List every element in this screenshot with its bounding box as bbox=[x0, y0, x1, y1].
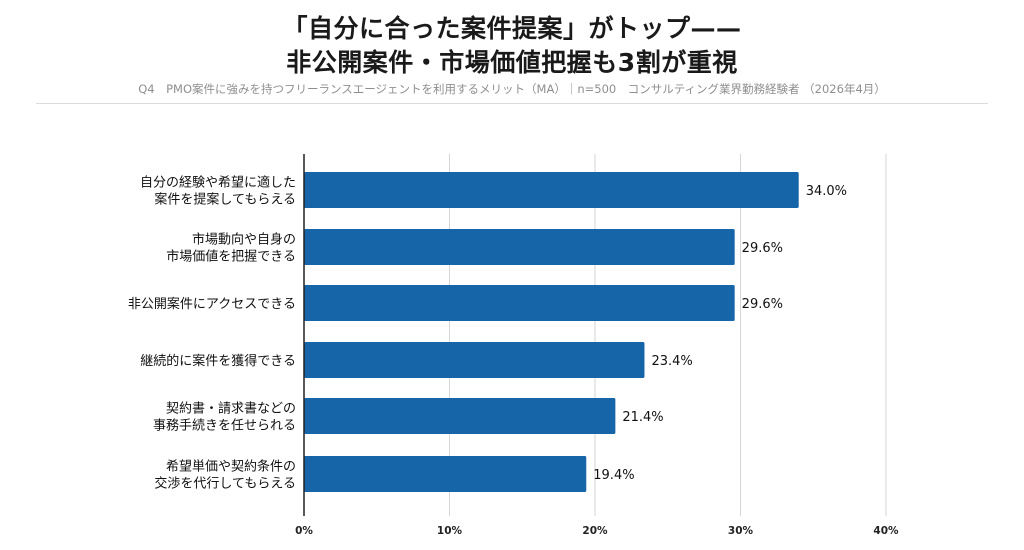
data-label-6: 19.4% bbox=[593, 468, 634, 483]
data-label-3: 29.6% bbox=[742, 297, 783, 312]
x-tick-label-0: 0% bbox=[295, 525, 313, 537]
category-label-6-line-1: 希望単価や契約条件の bbox=[166, 459, 296, 475]
x-tick-label-20: 20% bbox=[582, 525, 608, 537]
bar-1 bbox=[304, 172, 799, 208]
category-label-5-line-1: 契約書・請求書などの bbox=[166, 402, 296, 417]
chart-title-line-1: 「自分に合った案件提案」がトップ—— bbox=[282, 14, 742, 43]
x-tick-label-30: 30% bbox=[728, 525, 754, 537]
chart-title-line-2: 非公開案件・市場価値把握も3割が重視 bbox=[286, 48, 738, 77]
category-label-2-line-2: 市場価値を把握できる bbox=[166, 249, 296, 265]
header-divider bbox=[36, 103, 988, 104]
category-label-2-line-1: 市場動向や自身の bbox=[192, 232, 296, 248]
bar-3 bbox=[304, 285, 735, 321]
bar-6 bbox=[304, 456, 587, 492]
x-tick-label-10: 10% bbox=[437, 525, 463, 537]
category-label-1-line-2: 案件を提案してもらえる bbox=[154, 192, 296, 208]
category-label-6-line-2: 交渉を代行してもらえる bbox=[154, 476, 296, 492]
bar-2 bbox=[304, 229, 735, 265]
category-label-5-line-2: 事務手続きを任せられる bbox=[153, 419, 296, 434]
category-label-1-line-1: 自分の経験や希望に適した bbox=[140, 175, 296, 191]
bar-4 bbox=[304, 342, 645, 378]
chart-subtitle: Q4 PMO案件に強みを持つフリーランスエージェントを利用するメリット（MA）｜… bbox=[138, 82, 886, 96]
data-label-5: 21.4% bbox=[622, 410, 663, 425]
category-label-4-line-1: 継続的に案件を獲得できる bbox=[140, 353, 296, 369]
x-tick-label-40: 40% bbox=[873, 525, 899, 537]
category-label-3-line-1: 非公開案件にアクセスできる bbox=[128, 297, 296, 312]
data-label-2: 29.6% bbox=[742, 241, 783, 256]
data-label-4: 23.4% bbox=[651, 354, 692, 369]
data-label-1: 34.0% bbox=[806, 184, 847, 199]
bar-5 bbox=[304, 398, 616, 434]
